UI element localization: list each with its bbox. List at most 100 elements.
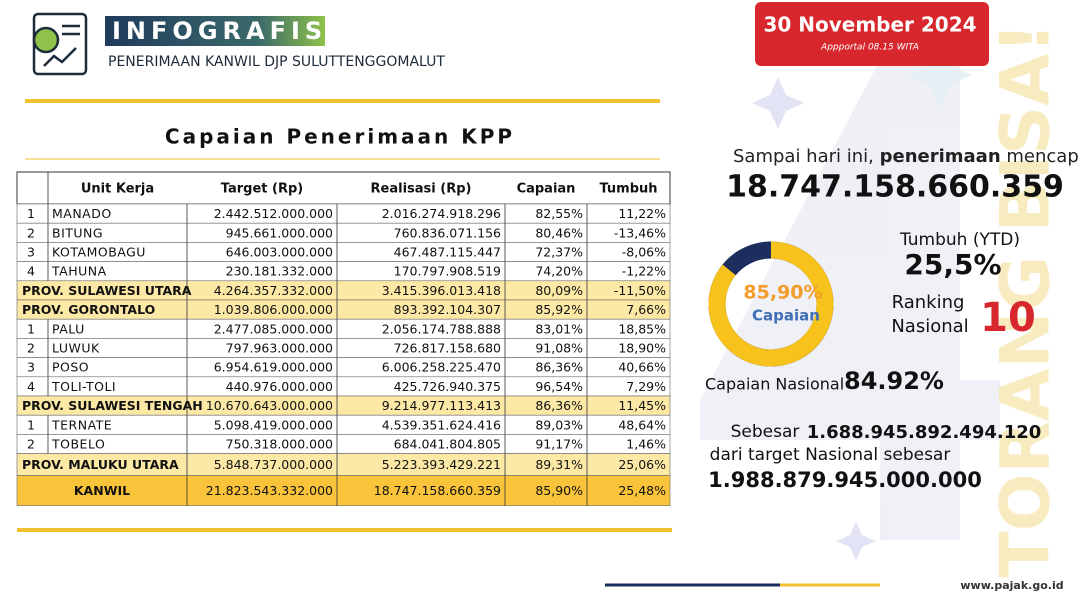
unit: PROV. SULAWESI TENGAH — [22, 398, 203, 413]
title-bar — [105, 16, 325, 46]
column-header: Unit Kerja — [81, 182, 154, 197]
donut-caption: Capaian — [752, 307, 820, 325]
tumbuh: 7,66% — [626, 302, 666, 317]
tumbuh: 25,48% — [618, 483, 666, 498]
column-header: Capaian — [517, 182, 576, 197]
unit: MANADO — [52, 206, 112, 221]
source: Appportal 08.15 WITA — [820, 43, 919, 53]
tumbuh: 40,66% — [618, 360, 666, 375]
ranking-label: Nasional — [891, 316, 968, 337]
tumbuh: 11,22% — [618, 206, 666, 221]
realisasi: 425.726.940.375 — [394, 379, 501, 394]
target: 1.988.879.945.000.000 — [708, 468, 982, 492]
date: 30 November 2024 — [763, 13, 976, 37]
table-title: Capaian Penerimaan KPP — [165, 125, 515, 149]
tumbuh: 25,06% — [618, 457, 666, 472]
realisasi: 9.214.977.113.413 — [382, 398, 501, 413]
capaian: 85,90% — [535, 483, 583, 498]
intro: Sampai hari ini, penerimaan mencapai: — [733, 146, 1080, 167]
row-number: 3 — [27, 360, 35, 375]
row-number: 2 — [27, 225, 35, 240]
realisasi: 2.016.274.918.296 — [382, 206, 501, 221]
realisasi: 4.539.351.624.416 — [382, 417, 501, 432]
realisasi: 170.797.908.519 — [394, 264, 501, 279]
target: 21.823.543.332.000 — [206, 483, 333, 498]
capaian: 89,03% — [535, 417, 583, 432]
header-row — [16, 171, 671, 205]
intro-text: Sampai hari ini, — [733, 146, 874, 167]
capaian: 80,09% — [535, 283, 583, 298]
target: 750.318.000.000 — [226, 437, 333, 452]
target: 945.661.000.000 — [226, 225, 333, 240]
target: 5.098.419.000.000 — [214, 417, 333, 432]
unit: PROV. GORONTALO — [22, 302, 155, 317]
national: 84.92% — [844, 367, 944, 395]
target: 440.976.000.000 — [226, 379, 333, 394]
amount: 1.688.945.892.494.120 — [807, 422, 1042, 443]
header-title: INFOGRAFIS — [112, 17, 327, 45]
capaian: 89,31% — [535, 457, 583, 472]
capaian: 82,55% — [535, 206, 583, 221]
row-number: 4 — [27, 264, 35, 279]
tumbuh: 18,85% — [618, 321, 666, 336]
capaian: 74,20% — [535, 264, 583, 279]
realisasi: 467.487.115.447 — [394, 245, 501, 260]
target: 1.039.806.000.000 — [214, 302, 333, 317]
growth-label: Tumbuh (YTD) — [899, 230, 1020, 250]
row-number: 2 — [27, 437, 35, 452]
row-number: 4 — [27, 379, 35, 394]
capaian: 91,17% — [535, 437, 583, 452]
row-number: 3 — [27, 245, 35, 260]
unit: KOTAMOBAGU — [52, 245, 146, 260]
capaian: 83,01% — [535, 321, 583, 336]
intro-text: penerimaan — [880, 146, 1001, 167]
unit: BITUNG — [52, 225, 103, 240]
tumbuh: -8,06% — [622, 245, 666, 260]
target: 6.954.619.000.000 — [214, 360, 333, 375]
donut-arc — [708, 241, 834, 367]
watermark: TORANG BISA! — [987, 22, 1066, 577]
date-box — [755, 2, 989, 66]
growth: 25,5% — [904, 248, 1001, 281]
amount-label: Sebesar — [731, 422, 800, 442]
tumbuh: 11,45% — [618, 398, 666, 413]
tumbuh: 18,90% — [618, 341, 666, 356]
capaian: 80,46% — [535, 225, 583, 240]
capaian: 96,54% — [535, 379, 583, 394]
unit: TERNATE — [51, 417, 112, 432]
row-number: 1 — [27, 321, 35, 336]
target: 5.848.737.000.000 — [214, 457, 333, 472]
target: 2.442.512.000.000 — [214, 206, 333, 221]
donut-label: 85,90% — [743, 282, 822, 304]
target-label: dari target Nasional sebesar — [710, 445, 951, 465]
tumbuh: -1,22% — [622, 264, 666, 279]
unit: LUWUK — [52, 341, 100, 356]
intro-text: mencapai: — [1006, 146, 1080, 167]
footer: www.pajak.go.id — [960, 579, 1063, 592]
tumbuh: 48,64% — [618, 417, 666, 432]
row-number: 2 — [27, 341, 35, 356]
capaian: 72,37% — [535, 245, 583, 260]
unit: KANWIL — [74, 483, 130, 498]
table: Unit Kerja Target (Rp) Realisasi (Rp) Capai… — [16, 171, 671, 506]
realisasi: 893.392.104.307 — [394, 302, 501, 317]
column-header: Tumbuh — [599, 182, 657, 197]
realisasi: 18.747.158.660.359 — [374, 483, 501, 498]
column-header: Realisasi (Rp) — [371, 182, 472, 197]
decoration — [700, 43, 1000, 561]
capaian: 86,36% — [535, 398, 583, 413]
unit: TOLI-TOLI — [51, 379, 116, 394]
ranking: 10 — [980, 295, 1036, 341]
header-subtitle: PENERIMAAN KANWIL DJP SULUTTENGGOMALUT — [108, 54, 445, 70]
target: 797.963.000.000 — [226, 341, 333, 356]
realisasi: 6.006.258.225.470 — [382, 360, 501, 375]
target: 10.670.643.000.000 — [206, 398, 333, 413]
realisasi: 726.817.158.680 — [394, 341, 501, 356]
realisasi: 684.041.804.805 — [394, 437, 501, 452]
unit: PROV. MALUKU UTARA — [22, 457, 179, 472]
target: 2.477.085.000.000 — [214, 321, 333, 336]
logo-icon — [32, 12, 88, 76]
total: 18.747.158.660.359 — [726, 170, 1064, 205]
tumbuh: -11,50% — [614, 283, 666, 298]
